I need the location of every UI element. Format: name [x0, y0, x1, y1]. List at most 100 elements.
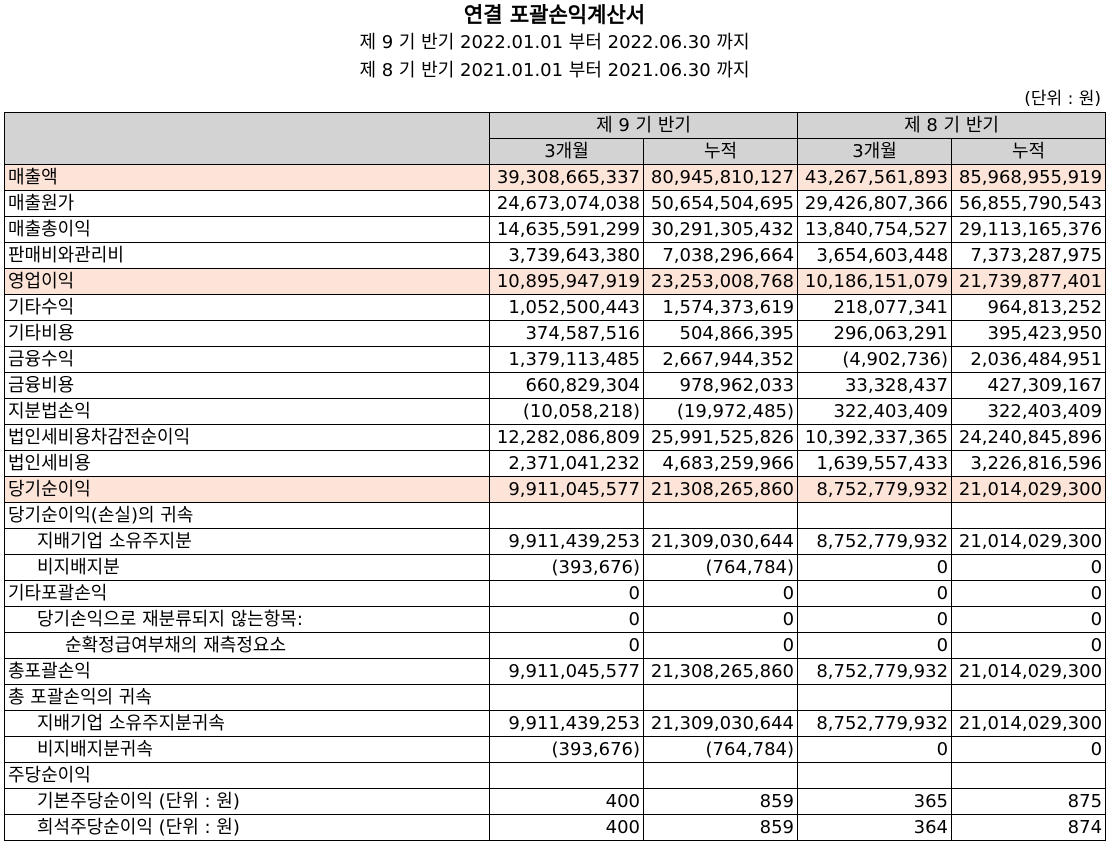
period-prior: 제 8 기 반기 2021.01.01 부터 2021.06.30 까지 [359, 60, 750, 81]
table-row: 당기순이익 9,911,045,577 21,308,265,860 8,752,77… [4, 476, 1107, 503]
row-label: 기본주당순이익 (단위 : 원) [4, 788, 490, 815]
row-label: 기타포괄손익 [4, 580, 490, 607]
header-row-subcols: 3개월 누적 3개월 누적 [5, 138, 1107, 165]
row-value: 365 [797, 788, 953, 815]
row-value: 9,911,045,577 [489, 658, 644, 685]
row-label: 희석주당순이익 (단위 : 원) [4, 814, 490, 841]
row-label: 총포괄손익 [4, 658, 490, 685]
table-row: 당기순이익(손실)의 귀속 [4, 502, 1107, 529]
row-value: 1,379,113,485 [489, 346, 644, 373]
period-current: 제 9 기 반기 2022.01.01 부터 2022.06.30 까지 [359, 32, 750, 53]
row-value: 0 [951, 580, 1107, 607]
row-value: 395,423,950 [951, 320, 1107, 347]
table-row: 금융수익 1,379,113,485 2,667,944,352 (4,902,736… [4, 346, 1107, 373]
row-value: 2,667,944,352 [642, 346, 799, 373]
row-label: 금융비용 [4, 372, 490, 399]
row-value [951, 502, 1107, 529]
row-label: 주당순이익 [4, 762, 490, 789]
row-value: 8,752,779,932 [797, 710, 953, 737]
row-value: 10,895,947,919 [489, 268, 644, 295]
row-value: 0 [642, 632, 799, 659]
income-statement-table: 제 9 기 반기 제 8 기 반기 3개월 누적 3개월 누적 매출액 39,30… [4, 112, 1107, 841]
row-value: 0 [951, 632, 1107, 659]
row-value [797, 762, 953, 789]
row-label: 비지배지분 [4, 554, 490, 581]
row-value: 322,403,409 [797, 398, 953, 425]
table-row: 법인세비용 2,371,041,232 4,683,259,966 1,639,557… [4, 450, 1107, 477]
row-value [797, 502, 953, 529]
row-value: 374,587,516 [489, 320, 644, 347]
header-corner [4, 112, 490, 165]
row-value: 24,240,845,896 [951, 424, 1107, 451]
row-value [642, 684, 799, 711]
row-value: 21,014,029,300 [951, 476, 1107, 503]
table-row: 매출원가 24,673,074,038 50,654,504,695 29,426,8… [4, 190, 1107, 217]
table-row: 희석주당순이익 (단위 : 원) 400 859 364 874 [4, 814, 1107, 841]
row-value: 30,291,305,432 [642, 216, 799, 243]
row-value: 0 [489, 606, 644, 633]
row-value: 9,911,439,253 [489, 710, 644, 737]
header-cumulative-prior: 누적 [951, 138, 1107, 165]
row-value: 21,308,265,860 [642, 658, 799, 685]
row-value: 29,426,807,366 [797, 190, 953, 217]
row-label: 지배기업 소유주지분 [4, 528, 490, 555]
table-row: 비지배지분귀속 (393,676) (764,784) 0 0 [4, 736, 1107, 763]
table-row: 기타수익 1,052,500,443 1,574,373,619 218,077,34… [4, 294, 1107, 321]
row-value: 50,654,504,695 [642, 190, 799, 217]
row-value: 0 [797, 632, 953, 659]
row-value: 24,673,074,038 [489, 190, 644, 217]
row-value: 3,739,643,380 [489, 242, 644, 269]
row-value: (4,902,736) [797, 346, 953, 373]
row-value [951, 684, 1107, 711]
row-value: 9,911,439,253 [489, 528, 644, 555]
header-period-prior: 제 8 기 반기 [797, 112, 1107, 139]
row-value: 875 [951, 788, 1107, 815]
row-value: 29,113,165,376 [951, 216, 1107, 243]
table-row: 지배기업 소유주지분귀속 9,911,439,253 21,309,030,644 8… [4, 710, 1107, 737]
row-label: 당기손익으로 재분류되지 않는항목: [4, 606, 490, 633]
row-value: 296,063,291 [797, 320, 953, 347]
row-value: 2,036,484,951 [951, 346, 1107, 373]
row-value: (764,784) [642, 554, 799, 581]
row-label: 매출원가 [4, 190, 490, 217]
row-value: 504,866,395 [642, 320, 799, 347]
row-value: 0 [797, 554, 953, 581]
header-period-current: 제 9 기 반기 [488, 112, 799, 139]
table-row: 당기손익으로 재분류되지 않는항목: 0 0 0 0 [4, 606, 1107, 633]
table-row: 매출총이익 14,635,591,299 30,291,305,432 13,840,… [4, 216, 1107, 243]
row-value [489, 502, 644, 529]
table-row: 기본주당순이익 (단위 : 원) 400 859 365 875 [4, 788, 1107, 815]
row-value: 400 [489, 788, 644, 815]
row-value: 21,014,029,300 [951, 528, 1107, 555]
row-label: 당기순이익(손실)의 귀속 [4, 502, 490, 529]
row-value [642, 502, 799, 529]
row-value: 859 [642, 788, 799, 815]
row-value: 43,267,561,893 [797, 164, 953, 191]
row-value: 1,574,373,619 [642, 294, 799, 321]
row-value: 21,309,030,644 [642, 528, 799, 555]
row-value: 400 [489, 814, 644, 841]
row-value: 8,752,779,932 [797, 476, 953, 503]
row-label: 매출액 [4, 164, 490, 191]
row-value: 322,403,409 [951, 398, 1107, 425]
row-value: 0 [489, 632, 644, 659]
row-value: 21,739,877,401 [951, 268, 1107, 295]
row-label: 매출총이익 [4, 216, 490, 243]
table-row: 기타포괄손익 0 0 0 0 [4, 580, 1107, 607]
statement-body: 매출액 39,308,665,337 80,945,810,127 43,267,56… [4, 164, 1107, 841]
row-label: 비지배지분귀속 [4, 736, 490, 763]
row-value: 21,309,030,644 [642, 710, 799, 737]
row-value: (393,676) [489, 554, 644, 581]
unit-note: (단위 : 원) [1024, 89, 1101, 109]
row-label: 금융수익 [4, 346, 490, 373]
table-row: 법인세비용차감전순이익 12,282,086,809 25,991,525,826 1… [4, 424, 1107, 451]
row-value: 427,309,167 [951, 372, 1107, 399]
row-value [642, 762, 799, 789]
row-value: 1,052,500,443 [489, 294, 644, 321]
table-row: 기타비용 374,587,516 504,866,395 296,063,291 395… [4, 320, 1107, 347]
row-label: 법인세비용 [4, 450, 490, 477]
row-value [489, 684, 644, 711]
row-value: 25,991,525,826 [642, 424, 799, 451]
row-value: (10,058,218) [489, 398, 644, 425]
table-row: 지배기업 소유주지분 9,911,439,253 21,309,030,644 8,7… [4, 528, 1107, 555]
